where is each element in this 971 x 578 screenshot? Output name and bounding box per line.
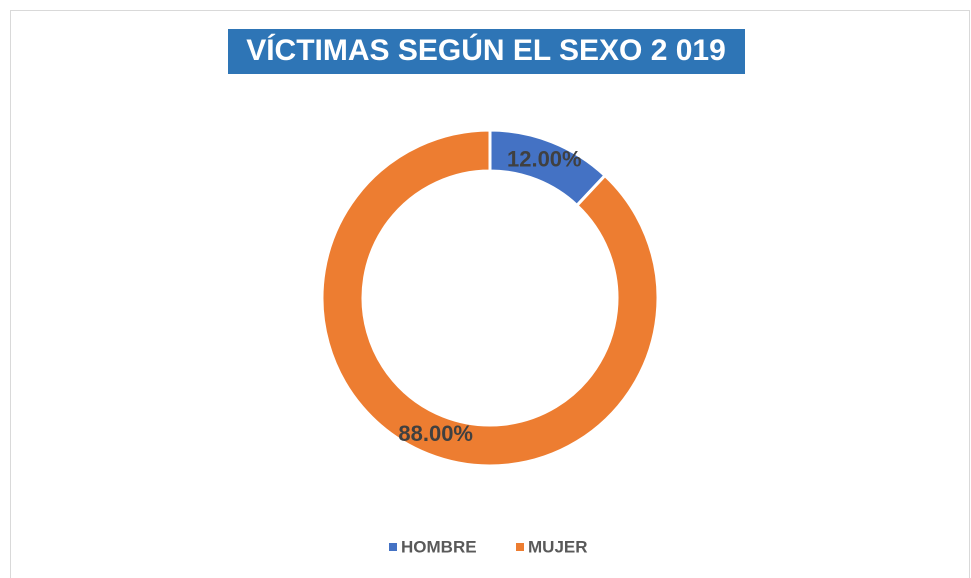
data-label: 88.00% bbox=[398, 421, 473, 446]
title-box bbox=[228, 29, 745, 74]
legend-marker bbox=[516, 543, 524, 551]
data-label: 12.00% bbox=[507, 147, 582, 172]
chart-title: VÍCTIMAS SEGÚN EL SEXO 2 019 bbox=[246, 33, 726, 67]
legend-marker bbox=[389, 543, 397, 551]
donut-slice bbox=[320, 128, 660, 468]
chart-frame bbox=[10, 10, 970, 578]
legend-label: MUJER bbox=[528, 537, 588, 556]
legend-label: HOMBRE bbox=[401, 537, 477, 556]
